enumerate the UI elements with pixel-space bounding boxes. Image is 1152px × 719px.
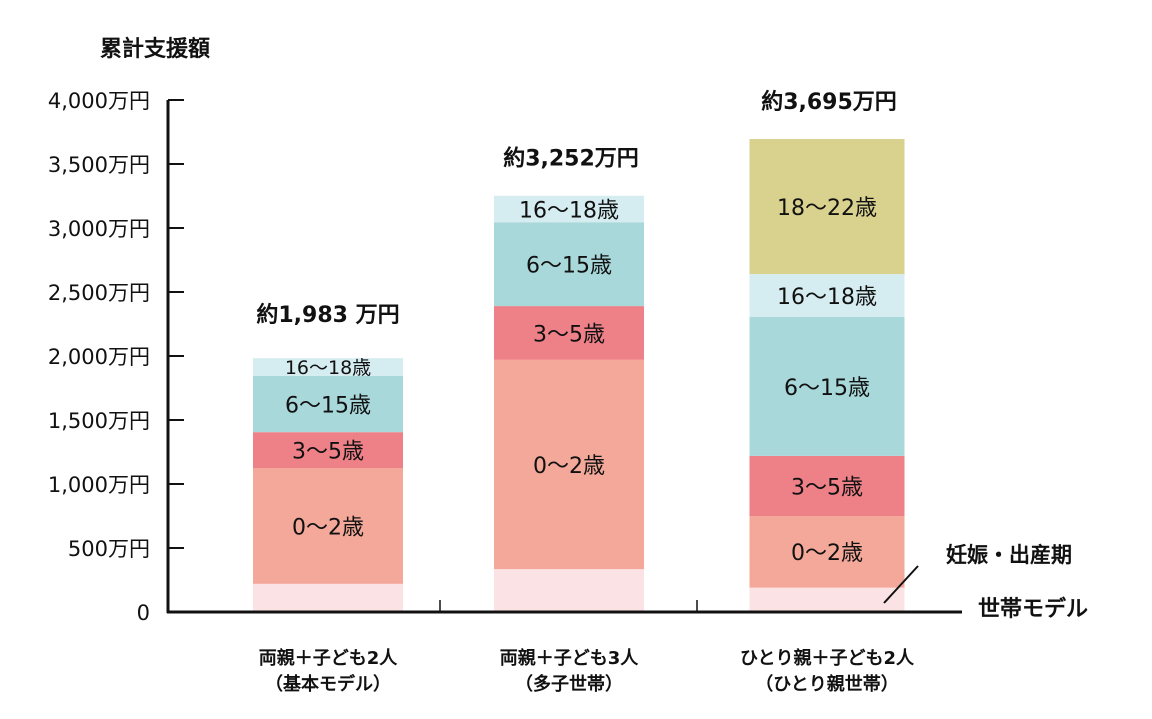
category-label-line2: （ひとり親世帯） [755, 673, 898, 695]
segment-label: 18〜22歳 [777, 196, 877, 221]
bar-total-label: 約3,695万円 [761, 89, 897, 115]
bar-segment-age6_15 [494, 222, 644, 307]
x-axis [167, 600, 962, 614]
category-label-line2: （多子世帯） [515, 673, 623, 695]
segment-label: 3〜5歳 [292, 439, 364, 464]
bar-segment-pregnancy [253, 583, 403, 612]
y-tick-label: 1,000万円 [48, 473, 150, 497]
y-axis-title: 累計支援額 [100, 36, 210, 62]
y-axis: 0 500万円 1,000万円 1,500万円 2,000万円 2,500万円 3,000万… [48, 89, 184, 625]
segment-label: 0〜2歳 [533, 454, 605, 479]
category-label-line1: 両親＋子ども3人 [500, 647, 640, 669]
segment-label: 6〜15歳 [526, 254, 612, 279]
segment-label: 6〜15歳 [285, 393, 371, 418]
bar-total-label: 約3,252万円 [503, 146, 639, 172]
x-axis-title: 世帯モデル [978, 596, 1088, 622]
y-tick-label: 3,500万円 [48, 153, 150, 177]
segment-label: 16〜18歳 [519, 198, 619, 223]
y-tick-label: 0 [137, 601, 150, 625]
bar-total-label: 約1,983 万円 [256, 302, 399, 328]
bar-segment-pregnancy [494, 569, 644, 612]
bar-segment-age3_5 [494, 306, 644, 360]
segment-label: 16〜18歳 [285, 357, 371, 379]
segment-label: 0〜2歳 [292, 515, 364, 540]
category-label-line1: 両親＋子ども2人 [259, 647, 399, 669]
bar-segment-age16_18 [494, 195, 644, 223]
segment-label: 16〜18歳 [777, 285, 877, 310]
segment-label: 6〜15歳 [784, 376, 870, 401]
segment-label: 3〜5歳 [791, 475, 863, 500]
annotation-leader-line [883, 565, 919, 604]
bar-segment-age3_5 [253, 432, 403, 468]
bar-segment-age16_18 [749, 274, 905, 317]
bar-group: 0〜2歳 3〜5歳 6〜15歳 16〜18歳 18〜22歳約3,695万円ひとり親＋子ど… [740, 89, 915, 695]
segment-label: 3〜5歳 [533, 322, 605, 347]
category-label-line1: ひとり親＋子ども2人 [740, 647, 915, 669]
bar-segment-age0_2 [253, 468, 403, 584]
bar-segment-pregnancy [749, 587, 905, 612]
bar-segment-age18_22 [749, 139, 905, 275]
bar-segment-age0_2 [494, 359, 644, 570]
bar-segment-age6_15 [253, 375, 403, 433]
bar-segment-age0_2 [749, 516, 905, 588]
segment-label: 0〜2歳 [791, 541, 863, 566]
y-tick-label: 4,000万円 [48, 89, 150, 113]
bar-segment-age3_5 [749, 455, 905, 516]
y-tick-label: 1,500万円 [48, 409, 150, 433]
bar-segment-age6_15 [749, 316, 905, 456]
category-label-line2: （基本モデル） [265, 673, 391, 695]
y-tick-label: 3,000万円 [48, 217, 150, 241]
bar-segment-age16_18 [253, 358, 403, 376]
annotation-pregnancy: 妊娠・出産期 [946, 543, 1072, 567]
y-tick-label: 2,000万円 [48, 345, 150, 369]
y-tick-label: 500万円 [68, 537, 150, 561]
y-tick-label: 2,500万円 [48, 281, 150, 305]
